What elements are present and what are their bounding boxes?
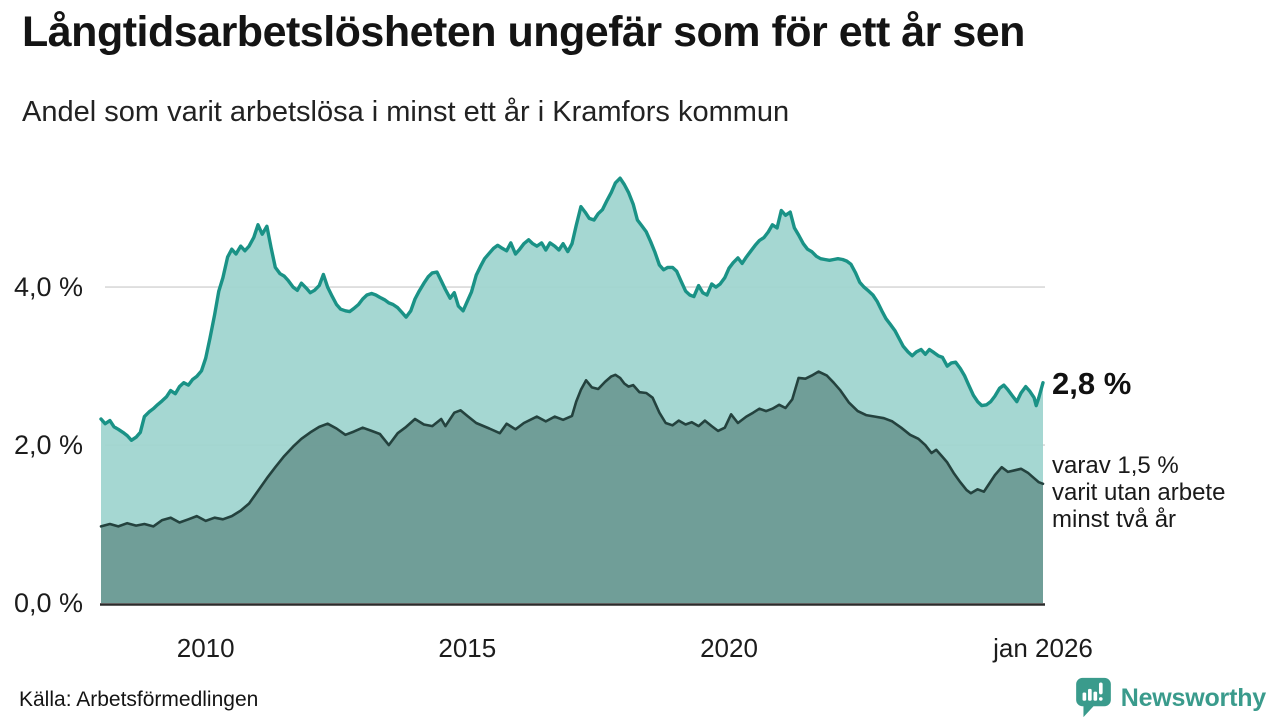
x-tick-label: 2020 — [700, 633, 758, 663]
subset-annotation-line1: varav 1,5 % — [1052, 452, 1179, 479]
latest-value-label: 2,8 % — [1052, 365, 1132, 401]
newsworthy-logo: Newsworthy — [1075, 677, 1266, 719]
newsworthy-wordmark: Newsworthy — [1120, 683, 1266, 712]
y-tick-label: 0,0 % — [14, 588, 84, 618]
subset-annotation-line3: minst två år — [1052, 506, 1177, 533]
page-title: Långtidsarbetslösheten ungefär som för e… — [22, 8, 1025, 56]
chart-subtitle: Andel som varit arbetslösa i minst ett å… — [22, 96, 790, 128]
x-tick-label: 2015 — [438, 633, 497, 663]
subset-annotation-line2: varit utan arbete — [1052, 479, 1226, 506]
x-tick-label: jan 2026 — [993, 633, 1093, 663]
y-tick-label: 4,0 % — [14, 272, 84, 303]
newsworthy-icon — [1075, 677, 1111, 718]
y-tick-label: 2,0 % — [14, 430, 84, 461]
source-label: Källa: Arbetsförmedlingen — [19, 688, 259, 711]
subset-annotation: varav 1,5 % varit utan arbete minst två … — [1052, 452, 1225, 533]
x-tick-label: 2010 — [176, 633, 235, 663]
